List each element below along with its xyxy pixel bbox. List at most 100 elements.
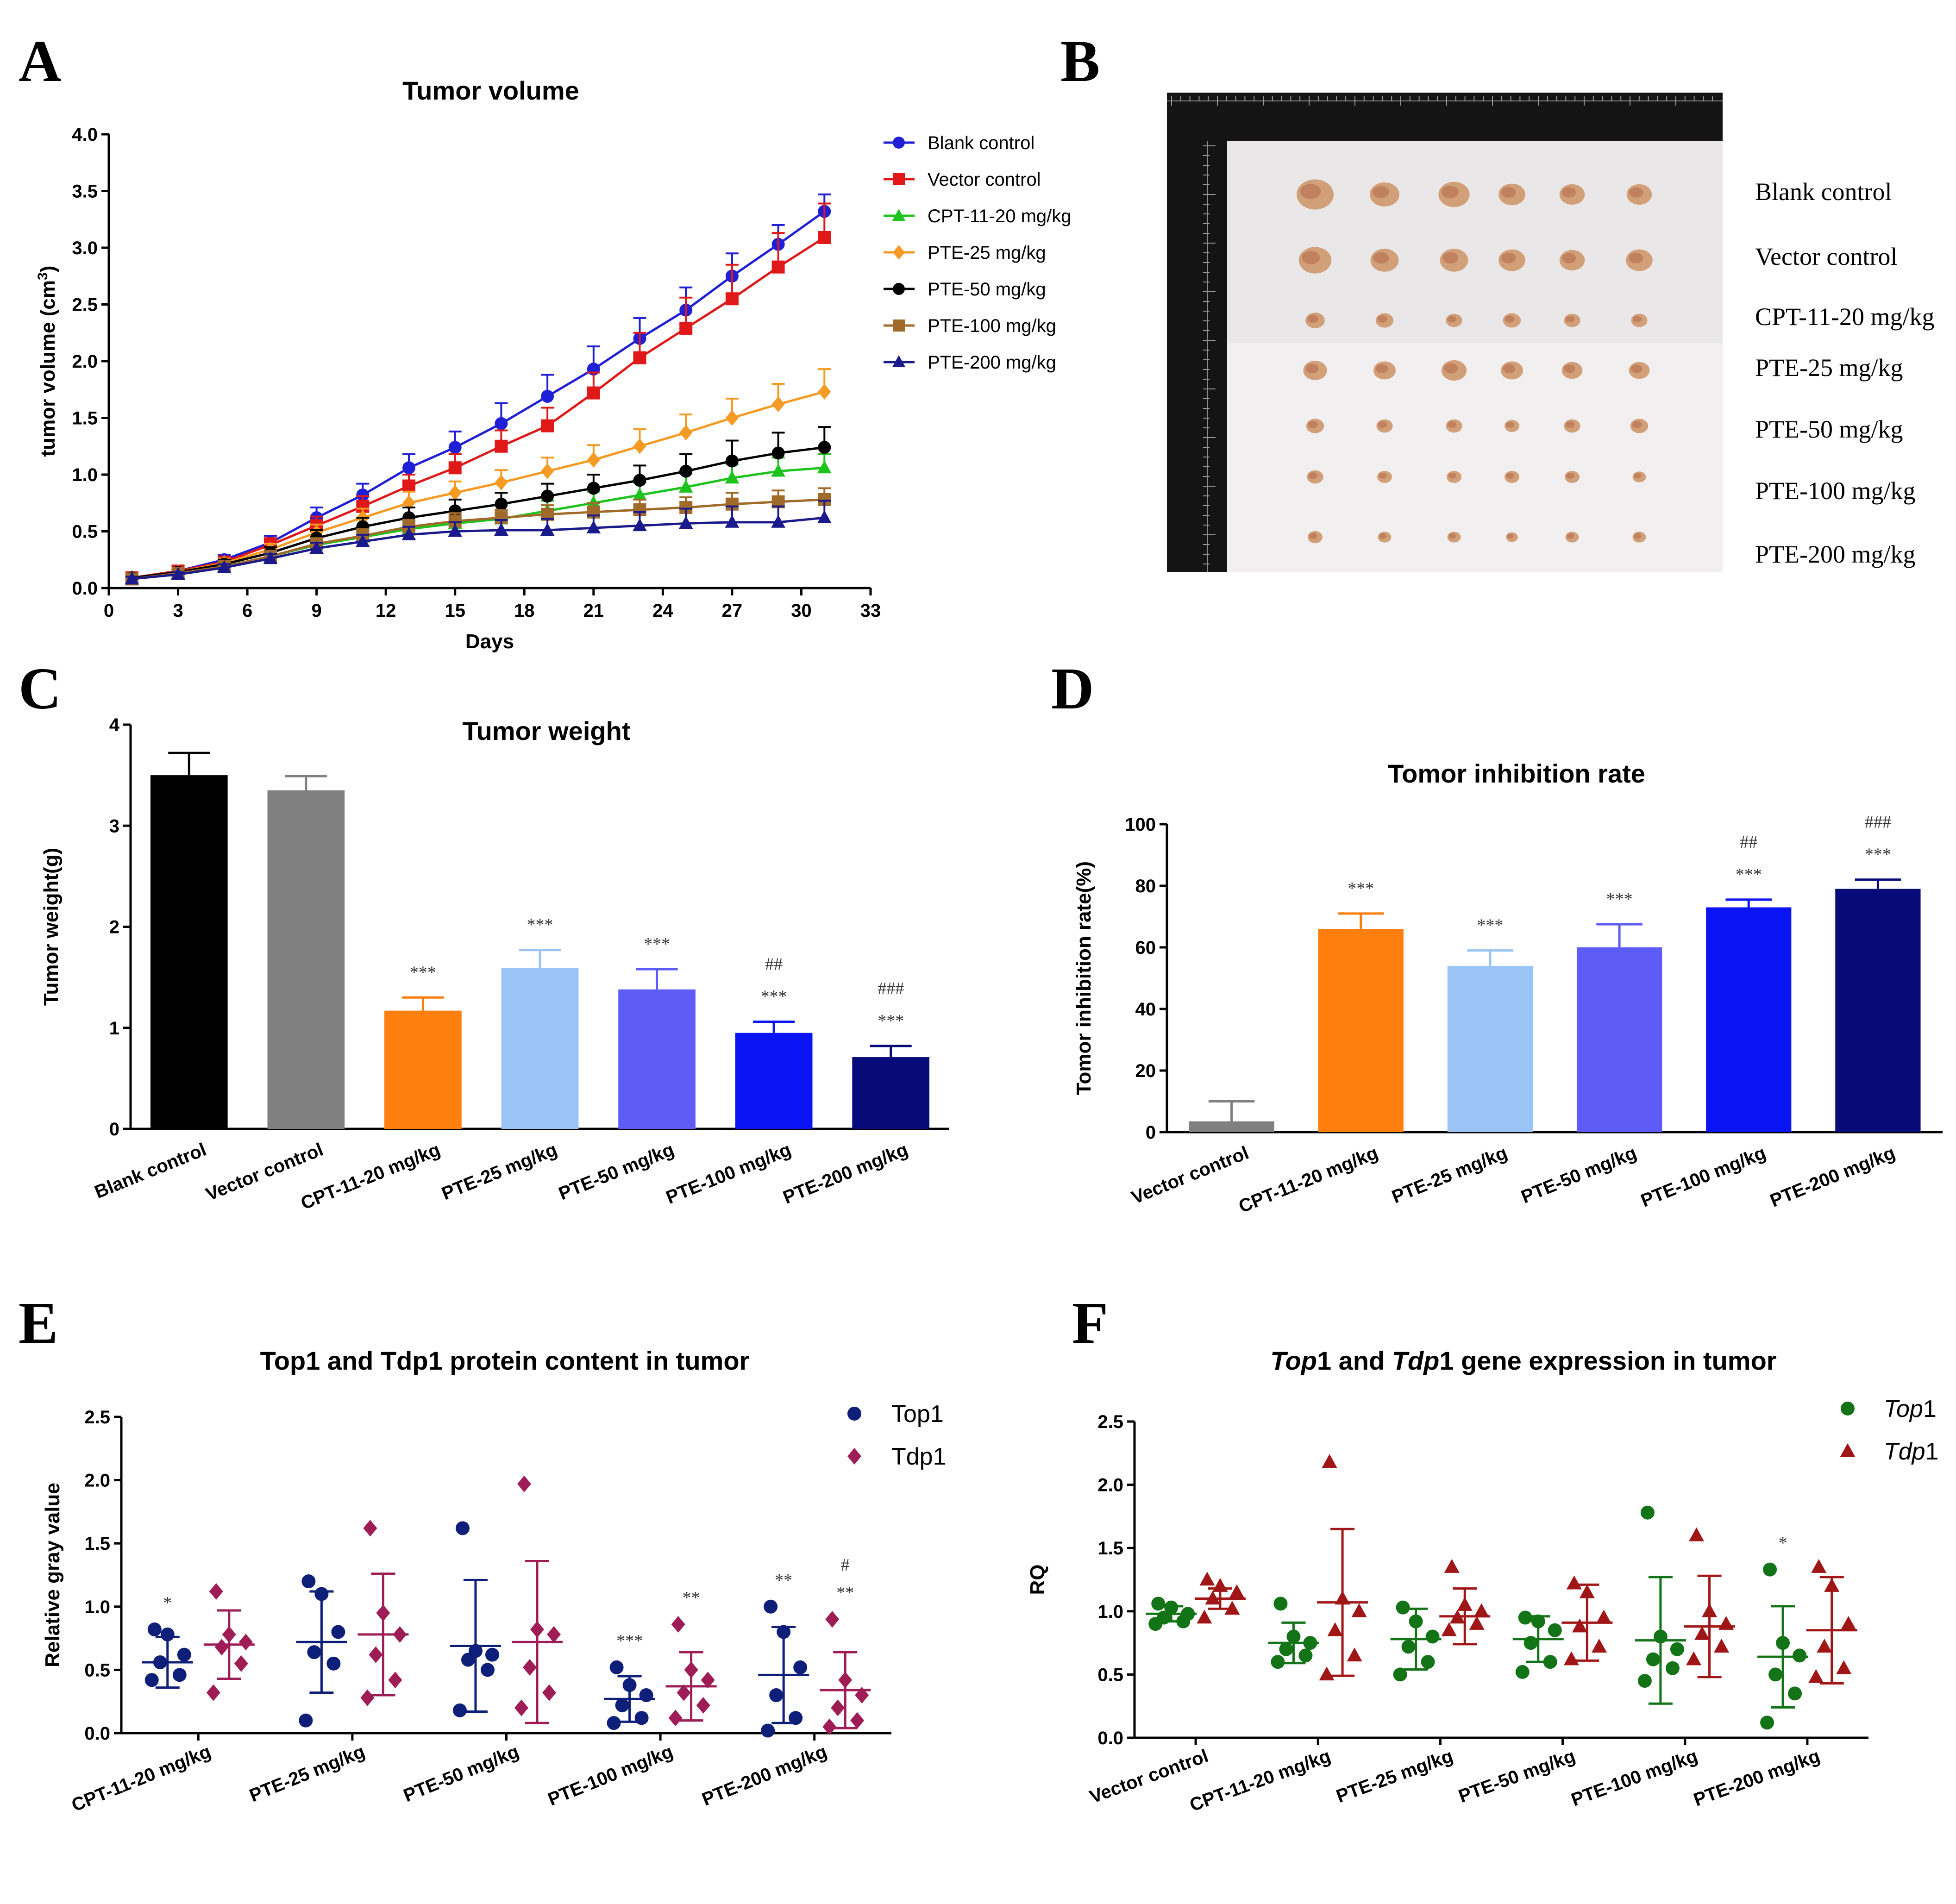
chart-a-legend-label: CPT-11-20 mg/kg bbox=[928, 206, 1072, 226]
chart-a-legend-label: Blank control bbox=[928, 133, 1034, 153]
chart-f-data-point bbox=[1181, 1607, 1195, 1621]
chart-d-x-tick-label: PTE-200 mg/kg bbox=[1767, 1143, 1898, 1211]
chart-e-data-point bbox=[331, 1625, 345, 1639]
tumor-sample-shade bbox=[1565, 421, 1575, 428]
chart-f-data-point bbox=[1670, 1642, 1684, 1656]
chart-e-sig-label: # bbox=[841, 1555, 850, 1575]
chart-c-x-tick-label: PTE-50 mg/kg bbox=[556, 1140, 677, 1204]
chart-a-data-point bbox=[678, 479, 693, 493]
tumor-sample-shade bbox=[1501, 252, 1516, 264]
chart-f-data-point bbox=[1714, 1639, 1730, 1653]
chart-f-data-point bbox=[1817, 1639, 1832, 1653]
chart-f-y-tick-label: 2.5 bbox=[1097, 1412, 1123, 1432]
chart-a-data-point bbox=[495, 497, 508, 511]
chart-a-data-point bbox=[401, 527, 416, 540]
chart-a-series-line bbox=[132, 236, 825, 579]
chart-f-data-point bbox=[1518, 1610, 1532, 1625]
chart-f-data-point bbox=[1763, 1562, 1777, 1577]
chart-f-x-tick-label: PTE-200 mg/kg bbox=[1691, 1746, 1823, 1810]
chart-e-data-point bbox=[209, 1583, 223, 1600]
chart-f-sig-label: * bbox=[1779, 1534, 1787, 1553]
chart-a-data-point bbox=[818, 231, 831, 244]
chart-f-legend-label: Top1 bbox=[1884, 1396, 1937, 1422]
chart-e-data-point bbox=[299, 1713, 313, 1728]
chart-f-data-point bbox=[1469, 1616, 1485, 1630]
chart-a-legend-label: PTE-100 mg/kg bbox=[928, 316, 1056, 336]
chart-e-data-point bbox=[307, 1645, 321, 1660]
chart-d-bar bbox=[1318, 929, 1404, 1132]
chart-e-data-point bbox=[393, 1626, 407, 1643]
tumor-sample-shade bbox=[1308, 472, 1318, 479]
chart-d-sig-label: *** bbox=[1348, 879, 1374, 898]
tumor-sample-shade bbox=[1308, 421, 1318, 428]
photo-row-label: Vector control bbox=[1755, 243, 1897, 270]
chart-a-series bbox=[125, 426, 831, 584]
chart-f-data-point bbox=[1164, 1600, 1179, 1615]
chart-a-xlabel: Days bbox=[465, 630, 514, 653]
chart-c-sig-label: *** bbox=[527, 915, 553, 935]
chart-a-x-tick-label: 18 bbox=[514, 601, 535, 621]
chart-f-data-point bbox=[1543, 1655, 1557, 1669]
chart-e-data-point bbox=[793, 1660, 808, 1674]
chart-e-y-tick-label: 1.0 bbox=[84, 1597, 110, 1617]
chart-e-x-tick-label: CPT-11-20 mg/kg bbox=[69, 1741, 213, 1816]
chart-f-data-point bbox=[1449, 1610, 1465, 1624]
chart-e-data-point bbox=[523, 1659, 537, 1676]
panel-letter-f: F bbox=[1072, 1290, 1108, 1356]
photo-row-label: PTE-200 mg/kg bbox=[1755, 540, 1916, 568]
chart-a-x-tick-label: 3 bbox=[173, 601, 183, 621]
chart-f-data-point bbox=[1808, 1669, 1824, 1683]
chart-e-data-point bbox=[314, 1587, 329, 1601]
chart-e-data-point bbox=[615, 1698, 629, 1712]
chart-e-y-tick-label: 0.5 bbox=[84, 1660, 110, 1680]
chart-f-data-point bbox=[1653, 1629, 1668, 1644]
chart-c-sig-label: ## bbox=[765, 955, 783, 974]
chart-c-x-tick-label: Blank control bbox=[92, 1140, 209, 1203]
photo-row-label: Blank control bbox=[1755, 178, 1892, 206]
chart-a-data-point bbox=[448, 441, 462, 454]
chart-d-sig-label: ## bbox=[1740, 833, 1757, 852]
chart-c-y-tick-label: 4 bbox=[109, 715, 120, 735]
tumor-sample-shade bbox=[1300, 184, 1321, 199]
chart-f-data-point bbox=[1229, 1584, 1245, 1598]
chart-c-bar bbox=[267, 790, 345, 1129]
chart-f-y-tick-label: 1.5 bbox=[1097, 1538, 1123, 1559]
tumor-sample-shade bbox=[1378, 421, 1387, 428]
chart-a-data-point bbox=[633, 438, 646, 454]
panel-letter-e: E bbox=[19, 1290, 58, 1356]
chart-f-title: Top1 and Tdp1 gene expression in tumor bbox=[1270, 1346, 1776, 1375]
tumor-sample-shade bbox=[1634, 533, 1642, 539]
chart-f-data-point bbox=[1444, 1559, 1460, 1573]
chart-d-x-tick-label: PTE-25 mg/kg bbox=[1389, 1143, 1511, 1208]
chart-e-data-point bbox=[761, 1723, 775, 1738]
chart-e-data-point bbox=[363, 1520, 377, 1537]
chart-f-ylabel: RQ bbox=[1026, 1565, 1049, 1595]
tumor-sample-shade bbox=[1632, 315, 1642, 323]
chart-e-data-point bbox=[701, 1672, 715, 1689]
chart-d-x-tick-label: CPT-11-20 mg/kg bbox=[1236, 1143, 1381, 1217]
chart-e-data-point bbox=[855, 1687, 869, 1704]
panel-letter-b: B bbox=[1060, 28, 1100, 94]
chart-f-x-tick-label: CPT-11-20 mg/kg bbox=[1187, 1746, 1333, 1816]
tumor-sample-shade bbox=[1505, 315, 1515, 323]
chart-e-data-point bbox=[147, 1622, 162, 1636]
chart-f-data-point bbox=[1646, 1652, 1660, 1666]
chart-a-data-point bbox=[448, 461, 462, 475]
chart-a-series-line bbox=[132, 210, 825, 579]
chart-e-data-point bbox=[769, 1688, 784, 1703]
chart-e-data-point bbox=[838, 1672, 853, 1689]
chart-a-legend-marker bbox=[893, 245, 905, 260]
chart-f-data-point bbox=[1689, 1527, 1705, 1541]
chart-c-title: Tumor weight bbox=[463, 716, 631, 745]
chart-e-y-tick-label: 0.0 bbox=[84, 1723, 110, 1744]
chart-a-y-tick-label: 1.0 bbox=[72, 465, 98, 485]
tumor-sample-shade bbox=[1448, 533, 1456, 539]
chart-a-x-tick-label: 21 bbox=[583, 601, 604, 621]
chart-f-x-tick-label: PTE-25 mg/kg bbox=[1334, 1746, 1456, 1807]
chart-e-data-point bbox=[360, 1689, 375, 1706]
tumor-sample-shade bbox=[1448, 472, 1456, 479]
chart-a-data-point bbox=[402, 479, 416, 493]
chart-f-data-point bbox=[1457, 1597, 1473, 1611]
chart-d-bar bbox=[1835, 889, 1921, 1132]
chart-f-data-point bbox=[1596, 1610, 1611, 1624]
